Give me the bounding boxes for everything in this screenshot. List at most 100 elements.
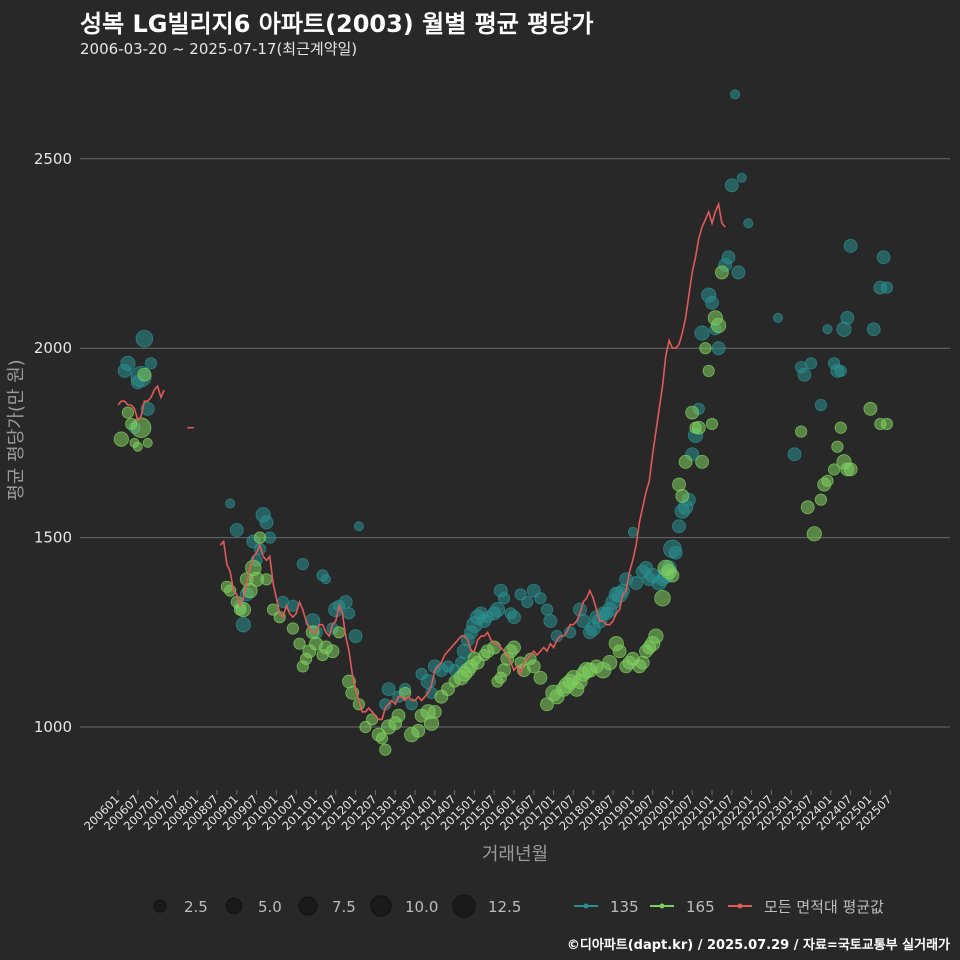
point-165: [702, 364, 715, 378]
point-165: [880, 417, 893, 431]
point-135: [507, 610, 521, 625]
point-165: [831, 440, 844, 453]
point-135: [225, 498, 236, 509]
point-135: [814, 398, 827, 412]
y-tick-label: 2000: [34, 339, 72, 357]
point-165: [235, 601, 251, 618]
point-165: [863, 401, 878, 416]
point-165: [286, 622, 299, 635]
point-135: [672, 519, 686, 534]
point-135: [135, 329, 154, 348]
point-135: [724, 178, 739, 193]
point-165: [821, 474, 834, 487]
point-135: [721, 250, 736, 265]
point-165: [293, 637, 306, 650]
point-135: [296, 558, 309, 571]
point-135: [730, 89, 741, 100]
y-tick-label: 1500: [34, 529, 72, 547]
point-165: [391, 708, 406, 723]
point-135: [840, 310, 855, 325]
point-135: [498, 592, 511, 605]
point-135: [843, 239, 858, 253]
point-135: [235, 617, 251, 633]
point-135: [342, 607, 356, 620]
point-135: [804, 357, 818, 370]
point-135: [229, 523, 244, 537]
point-165: [130, 417, 152, 438]
point-165: [795, 425, 808, 438]
point-135: [866, 322, 881, 337]
point-165: [142, 437, 153, 448]
point-165: [427, 704, 442, 719]
point-135: [694, 325, 710, 341]
legend-series-marker: [737, 903, 743, 909]
point-165: [260, 573, 273, 586]
point-135: [120, 355, 136, 371]
chart-title: 성복 LG빌리지6 아파트(2003) 월별 평균 평당가: [80, 10, 594, 38]
legend-series-marker: [659, 903, 665, 909]
point-165: [526, 659, 541, 674]
legend-size-label: 2.5: [184, 898, 208, 916]
point-165: [375, 732, 389, 745]
legend-size-label: 5.0: [258, 898, 282, 916]
y-axis-title: 평균 평당가(만 원): [6, 359, 27, 500]
point-165: [814, 493, 827, 506]
point-135: [521, 595, 534, 609]
point-135: [543, 614, 558, 628]
legend-series-label: 모든 면적대 평균값: [764, 898, 884, 916]
point-165: [411, 723, 426, 738]
point-165: [635, 655, 650, 670]
y-tick-label: 1000: [34, 718, 72, 736]
average-line: [219, 201, 726, 721]
point-165: [800, 500, 815, 515]
point-165: [121, 406, 134, 419]
point-165: [806, 526, 822, 542]
point-165: [714, 265, 729, 280]
point-165: [325, 644, 340, 659]
point-135: [353, 521, 364, 532]
point-165: [399, 686, 412, 699]
point-165: [678, 454, 693, 469]
point-165: [691, 420, 706, 435]
legend-series-label: 135: [610, 898, 639, 916]
point-165: [675, 489, 690, 503]
point-165: [672, 477, 686, 492]
point-135: [787, 447, 802, 462]
point-165: [843, 462, 858, 477]
point-165: [333, 626, 346, 639]
legend-size-circle: [225, 897, 243, 915]
y-tick-label: 2500: [34, 150, 72, 168]
point-165: [705, 417, 719, 431]
point-165: [612, 644, 627, 659]
point-135: [381, 682, 396, 697]
point-165: [137, 367, 152, 382]
point-135: [534, 592, 547, 605]
scatter-layer: [113, 89, 893, 756]
point-165: [648, 628, 664, 644]
legend-size-label: 7.5: [332, 898, 356, 916]
point-135: [880, 281, 893, 294]
point-165: [834, 421, 847, 434]
point-135: [736, 172, 747, 183]
point-135: [627, 526, 638, 537]
point-165: [379, 743, 392, 756]
point-165: [507, 640, 521, 655]
point-165: [685, 405, 700, 420]
point-135: [259, 515, 274, 530]
point-135: [348, 629, 363, 643]
legend-size-circle: [298, 896, 318, 916]
point-165: [710, 317, 727, 334]
point-165: [828, 463, 841, 476]
point-165: [253, 531, 266, 544]
point-135: [144, 357, 158, 370]
point-165: [695, 454, 710, 469]
point-165: [132, 441, 143, 452]
legend-size-circle: [370, 895, 392, 917]
point-165: [533, 670, 548, 685]
point-135: [629, 576, 644, 590]
point-165: [497, 663, 512, 678]
point-165: [699, 342, 712, 355]
legend-size-label: 12.5: [488, 898, 521, 916]
